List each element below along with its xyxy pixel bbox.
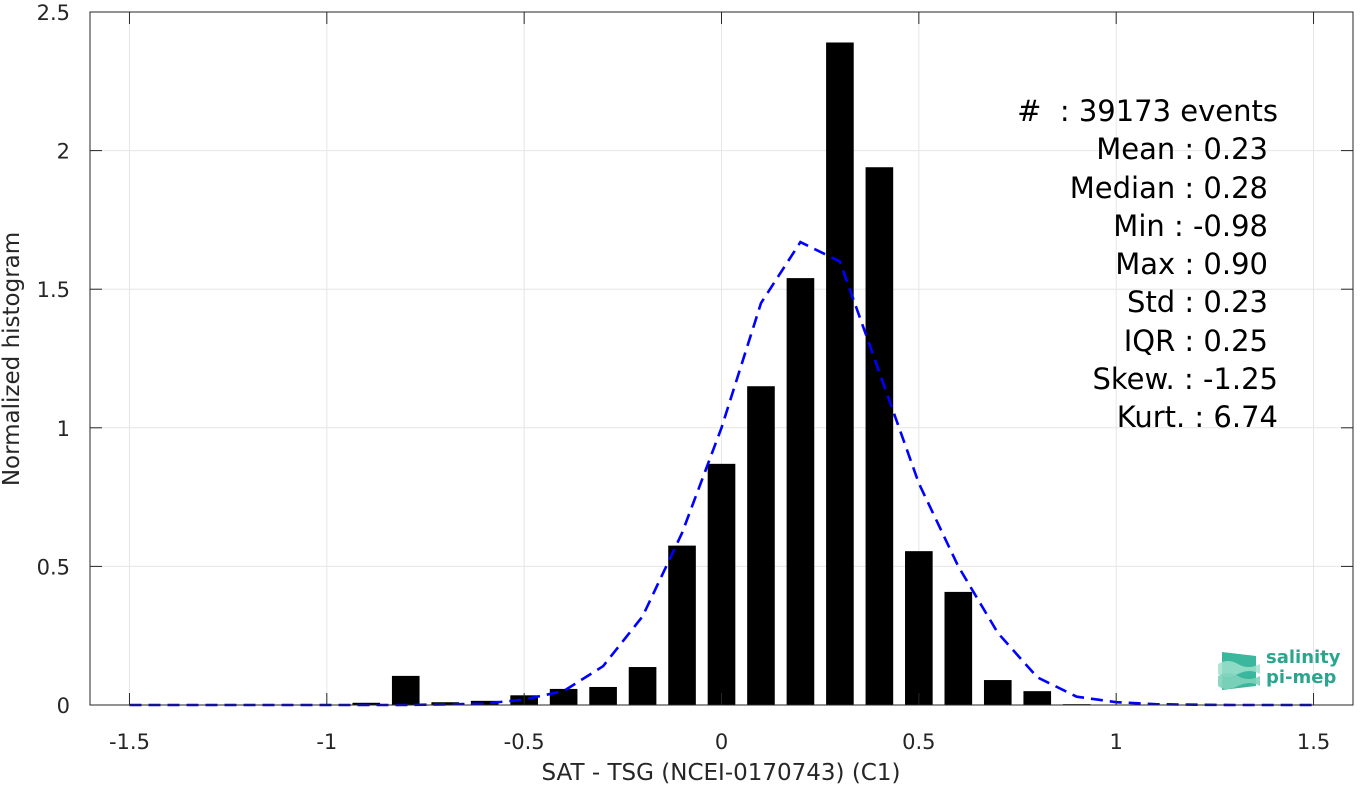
y-tick-label: 0 xyxy=(57,694,70,718)
histogram-bar xyxy=(628,667,657,705)
histogram-bar xyxy=(747,386,775,705)
y-tick-label: 0.5 xyxy=(37,555,70,579)
y-tick-label: 1 xyxy=(57,417,70,441)
histogram-bar xyxy=(549,688,578,705)
stat-iqr: IQR : 0.25 xyxy=(1123,323,1268,358)
y-tick-label: 1.5 xyxy=(37,278,70,302)
histogram-bar xyxy=(470,700,499,705)
x-tick-label: -1 xyxy=(316,730,337,754)
y-axis-title: Normalized histogram xyxy=(0,232,25,486)
y-tick-label: 2.5 xyxy=(37,1,70,25)
histogram-bar xyxy=(1023,691,1052,705)
x-tick-label: -1.5 xyxy=(109,730,150,754)
x-axis-title: SAT - TSG (NCEI-0170743) (C1) xyxy=(542,760,901,785)
x-tick-label: 0 xyxy=(715,730,728,754)
histogram-bar xyxy=(786,278,815,705)
stat-std: Std : 0.23 xyxy=(1127,285,1268,320)
statistics-panel: # : 39173 events Mean : 0.23 Median : 0.… xyxy=(1017,92,1278,437)
histogram-bar xyxy=(944,591,973,705)
histogram-bar xyxy=(983,680,1012,705)
histogram-bar xyxy=(589,686,617,705)
y-tick-label: 2 xyxy=(57,140,70,164)
tick-marks xyxy=(90,11,1353,706)
logo-text-salinity: salinity xyxy=(1266,647,1341,668)
stat-skew: Skew. : -1.25 xyxy=(1092,362,1278,397)
stat-median: Median : 0.28 xyxy=(1069,170,1268,205)
stat-kurt: Kurt. : 6.74 xyxy=(1116,400,1278,435)
histogram-bar xyxy=(707,463,736,705)
stat-mean: Mean : 0.23 xyxy=(1096,132,1268,167)
salinity-wave-icon xyxy=(1218,652,1260,690)
stat-max: Max : 0.90 xyxy=(1115,247,1268,282)
x-tick-label: -0.5 xyxy=(504,730,545,754)
histogram-bar xyxy=(391,675,420,705)
x-tick-labels: -1.5 -1 -0.5 0 0.5 1 1.5 xyxy=(109,730,1330,754)
histogram-bar xyxy=(668,545,696,705)
histogram-bars xyxy=(352,42,1091,705)
x-tick-label: 0.5 xyxy=(902,730,935,754)
histogram-bar xyxy=(865,167,894,705)
histogram-bar xyxy=(826,42,854,705)
x-tick-label: 1.5 xyxy=(1297,730,1330,754)
stat-min: Min : -0.98 xyxy=(1113,208,1268,243)
y-tick-labels: 0 0.5 1 1.5 2 2.5 xyxy=(37,1,70,718)
x-tick-label: 1 xyxy=(1110,730,1123,754)
histogram-bar xyxy=(905,551,933,705)
stat-count: # : 39173 events xyxy=(1017,94,1278,128)
logo-text-pimep: pi-mep xyxy=(1266,667,1337,688)
salinity-pimep-logo: salinity pi-mep xyxy=(1216,646,1346,694)
